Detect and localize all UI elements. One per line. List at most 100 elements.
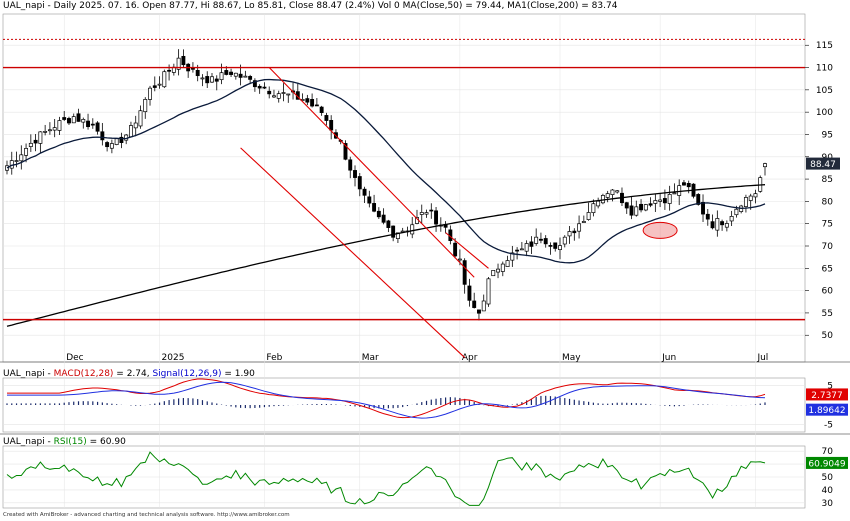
candle-body [105, 142, 110, 148]
candle-body [429, 209, 434, 212]
ma200-line [6, 184, 766, 327]
candle-body [424, 212, 429, 215]
candle-body [686, 182, 691, 188]
rsi-tick-label: 70 [822, 447, 834, 457]
candle-body [195, 69, 200, 77]
price-tick-label: 110 [816, 64, 833, 74]
candle-body [19, 154, 24, 162]
candle-body [529, 241, 534, 247]
candle-body [24, 148, 29, 156]
price-tick-label: 60 [822, 287, 834, 297]
candle-body [205, 76, 210, 84]
last-price-box [806, 157, 840, 170]
candle-body [505, 260, 510, 267]
candle-body [462, 260, 467, 285]
candle-body [705, 213, 710, 220]
candle-body [610, 189, 615, 195]
candle-body [467, 285, 472, 301]
rsi-tick-label: 30 [822, 499, 834, 509]
candle-body [348, 159, 353, 171]
price-tick-label: 50 [822, 331, 834, 341]
candle-body [362, 188, 367, 196]
candle-body [214, 78, 219, 82]
candle-body [715, 218, 720, 231]
candle-body [286, 93, 291, 96]
candle-body [43, 131, 48, 133]
signal-name: Signal(12,26,9) [152, 369, 222, 379]
candle-body [229, 71, 234, 75]
candle-body [524, 243, 529, 252]
rsi-name: RSI(15) [53, 437, 87, 447]
candle-body [562, 236, 567, 245]
candle-body [38, 131, 43, 144]
candle-body [753, 193, 758, 198]
candle-body [243, 75, 248, 78]
candle-body [200, 77, 205, 80]
candle-body [233, 72, 238, 77]
candle-body [391, 225, 396, 238]
candle-body [648, 203, 653, 206]
candle-body [591, 203, 596, 214]
candle-body [272, 95, 276, 98]
candle-body [281, 92, 286, 94]
candle-body [639, 203, 644, 211]
rsi-prefix: UAL_napi - [3, 437, 54, 447]
candle-body [76, 113, 81, 122]
candle-body [500, 263, 505, 272]
macd-header: UAL_napi - MACD(12,28) = 2.74, Signal(12… [3, 369, 255, 379]
candle-body [472, 300, 477, 308]
candle-body [319, 106, 324, 113]
x-tick-label: Mar [362, 353, 379, 363]
candle-body [119, 136, 124, 143]
macd-value-box [806, 388, 848, 401]
candle-body [143, 99, 148, 113]
price-tick-label: 85 [822, 175, 833, 185]
candle-body [190, 67, 195, 70]
candle-body [224, 70, 229, 75]
candle-body [14, 160, 19, 162]
candle-body [643, 204, 648, 211]
candle-body [114, 138, 119, 145]
candle-body [553, 242, 558, 249]
x-tick-label: Dec [66, 353, 83, 363]
candle-body [5, 165, 9, 171]
macd-tick-label: -5 [824, 420, 833, 430]
candle-body [701, 201, 705, 215]
candle-body [57, 120, 62, 131]
candle-body [662, 198, 667, 204]
rsi-value: = 60.90 [86, 437, 126, 447]
candle-body [343, 143, 348, 160]
candle-body [267, 90, 272, 95]
candle-body [743, 197, 748, 207]
candle-body [453, 242, 458, 257]
last-price-label: 88.47 [810, 160, 836, 170]
rsi-line [6, 451, 766, 506]
macd-value-label: 2.7377 [811, 391, 843, 401]
candle-body [615, 190, 620, 193]
candle-body [434, 210, 439, 225]
candle-body [567, 231, 572, 237]
candle-body [9, 160, 14, 169]
candle-body [100, 131, 105, 141]
candle-body [367, 196, 372, 204]
candle-body [596, 200, 601, 207]
candle-body [138, 110, 143, 127]
rsi-header: UAL_napi - RSI(15) = 60.90 [3, 437, 126, 447]
candle-body [329, 120, 334, 131]
price-tick-label: 100 [816, 108, 833, 118]
candle-body [519, 248, 524, 251]
candle-body [47, 129, 52, 132]
x-tick-label: Feb [266, 353, 282, 363]
candle-body [81, 119, 86, 123]
macd-prefix: UAL_napi - [3, 369, 54, 379]
signal-value-box [806, 403, 848, 416]
candle-body [481, 300, 486, 312]
rsi-value-box [806, 456, 848, 469]
x-tick-label: Jul [756, 353, 768, 363]
candle-body [162, 71, 167, 88]
candle-body [586, 212, 591, 220]
candle-body [167, 69, 172, 72]
candle-body [605, 193, 610, 198]
rsi-tick-label: 50 [822, 473, 834, 483]
